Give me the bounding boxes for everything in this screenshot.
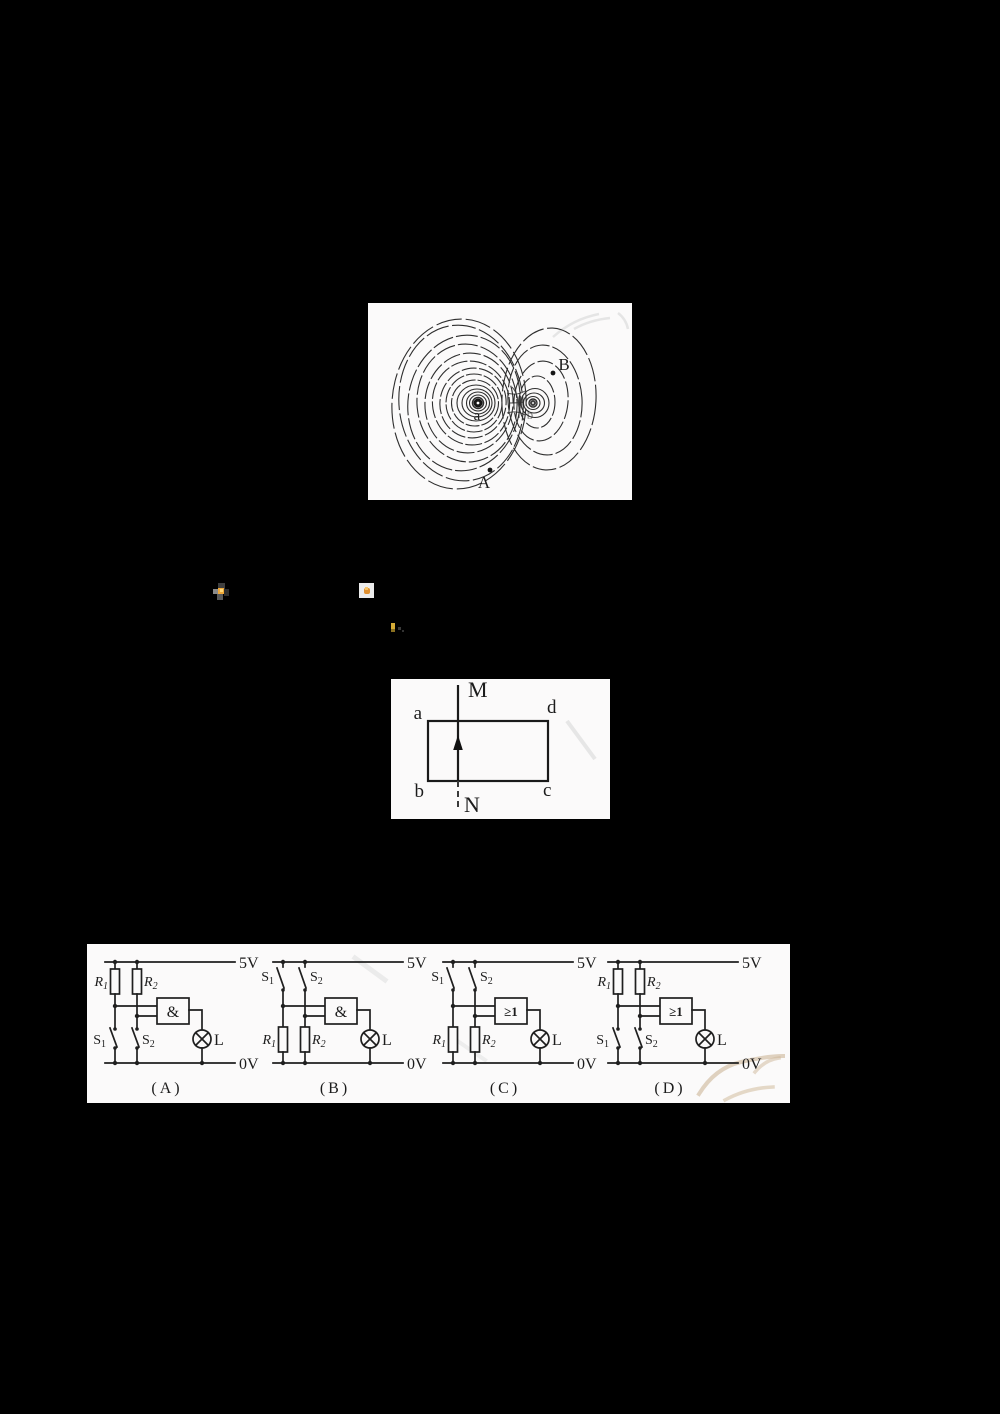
equipotential-rings-right <box>501 327 597 471</box>
figure-field-lines: a b A B <box>368 303 632 500</box>
label-s2: S2 <box>480 970 493 987</box>
label-r1: R1 <box>596 975 611 992</box>
loop-abcd <box>426 719 550 783</box>
variant-label-C: (C) <box>490 1080 520 1097</box>
switch-s2 <box>633 1026 644 1049</box>
circuit-D: 5V 0V R1 R2 S1 S2 ≥1 L (D) <box>596 955 762 1097</box>
charge-a-label: a <box>474 408 481 424</box>
resistor-r2 <box>299 1026 311 1053</box>
artifact-dot-2 <box>359 583 377 601</box>
switch-s2 <box>130 1026 141 1049</box>
label-5v: 5V <box>407 955 427 972</box>
or-gate-symbol: ≥1 <box>669 1004 683 1019</box>
circuit-A: 5V 0V R1 R2 S1 S2 & L (A) <box>93 955 259 1097</box>
charge-b-center-dot <box>532 402 534 404</box>
label-s1: S1 <box>93 1033 106 1050</box>
switch-s2 <box>467 966 478 990</box>
label-M: M <box>468 679 488 702</box>
or-gate-symbol: ≥1 <box>504 1004 518 1019</box>
label-r2: R2 <box>646 975 661 992</box>
label-N: N <box>464 792 480 817</box>
label-corner-c: c <box>543 780 551 801</box>
label-r1: R1 <box>93 975 108 992</box>
charge-a-center-dot <box>476 401 480 405</box>
label-lamp: L <box>214 1032 224 1049</box>
label-r2: R2 <box>311 1033 326 1050</box>
label-r2: R2 <box>143 975 158 992</box>
switch-s2 <box>297 966 308 990</box>
point-A-dot <box>487 467 493 473</box>
variant-label-D: (D) <box>654 1080 685 1097</box>
artifact-dot-3 <box>391 623 407 635</box>
resistor-r1 <box>109 968 121 995</box>
point-A-label: A <box>478 473 491 492</box>
resistor-r1 <box>612 968 624 995</box>
resistor-r1 <box>277 1026 289 1053</box>
label-corner-d: d <box>547 697 557 718</box>
scan-watermark <box>552 312 630 338</box>
variant-label-A: (A) <box>151 1080 182 1097</box>
current-direction-arrow <box>453 735 463 750</box>
label-5v: 5V <box>742 955 762 972</box>
label-r1: R1 <box>261 1033 276 1050</box>
variant-label-B: (B) <box>320 1080 350 1097</box>
label-5v: 5V <box>239 955 259 972</box>
label-s2: S2 <box>645 1033 658 1050</box>
resistor-r2 <box>469 1026 481 1053</box>
switch-s1 <box>611 1026 622 1049</box>
label-0v: 0V <box>407 1056 427 1073</box>
label-s1: S1 <box>261 970 274 987</box>
label-s1: S1 <box>596 1033 609 1050</box>
circuit-B: 5V 0V S1 S2 R1 R2 & L (B) <box>261 955 427 1097</box>
label-0v: 0V <box>742 1056 762 1073</box>
and-gate-box <box>156 997 190 1025</box>
label-corner-b: b <box>415 781 425 802</box>
switch-s1 <box>275 966 286 990</box>
charge-b-label: b <box>527 407 534 422</box>
scan-watermark <box>565 719 597 761</box>
label-r2: R2 <box>481 1033 496 1050</box>
or-gate-box <box>494 997 528 1025</box>
resistor-r2 <box>131 968 143 995</box>
point-B-label: B <box>558 355 569 374</box>
figure-current-loop: M N a b c d <box>391 677 610 819</box>
switch-s1 <box>108 1026 119 1049</box>
label-s2: S2 <box>142 1033 155 1050</box>
circuit-C: 5V 0V S1 S2 R1 R2 ≥1 L (C) <box>431 955 597 1097</box>
field-tangle <box>506 386 526 419</box>
label-lamp: L <box>382 1032 392 1049</box>
and-gate-symbol: & <box>167 1004 180 1021</box>
label-0v: 0V <box>577 1056 597 1073</box>
point-B-dot <box>550 370 556 376</box>
scan-watermark <box>351 954 786 1103</box>
resistor-r2 <box>634 968 646 995</box>
label-s1: S1 <box>431 970 444 987</box>
label-5v: 5V <box>577 955 597 972</box>
or-gate-box <box>659 997 693 1025</box>
label-s2: S2 <box>310 970 323 987</box>
switch-s1 <box>445 966 456 990</box>
resistor-r1 <box>447 1026 459 1053</box>
figure-logic-circuits: 5V 0V R1 R2 S1 S2 & L (A) <box>87 944 790 1103</box>
label-corner-a: a <box>414 703 423 724</box>
artifact-dot-1 <box>212 582 232 602</box>
label-lamp: L <box>552 1032 562 1049</box>
label-0v: 0V <box>239 1056 259 1073</box>
and-gate-symbol: & <box>335 1004 348 1021</box>
equipotential-rings-left <box>391 318 527 490</box>
and-gate-box <box>324 997 358 1025</box>
label-lamp: L <box>717 1032 727 1049</box>
label-r1: R1 <box>431 1033 446 1050</box>
